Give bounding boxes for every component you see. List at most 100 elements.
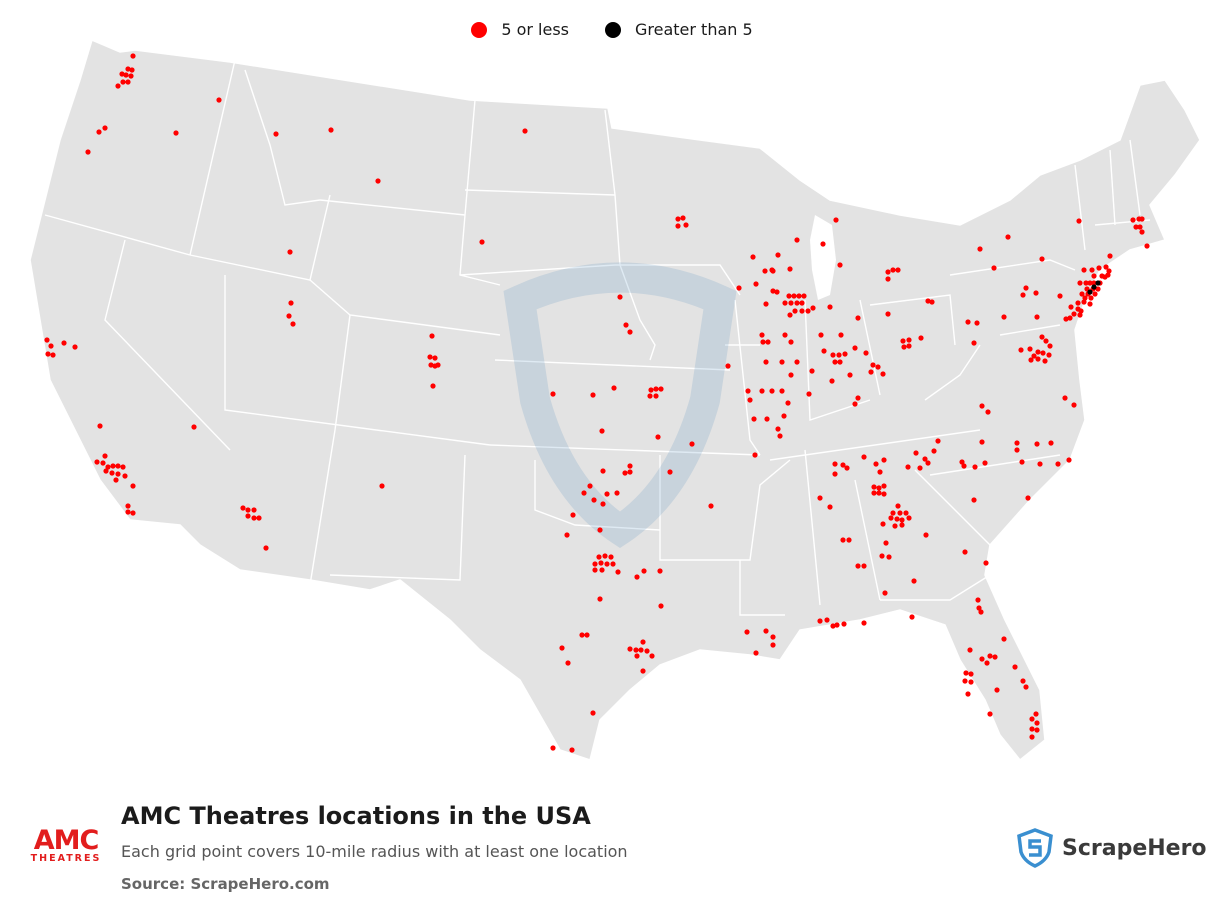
legend-item-5-or-less: 5 or less [471,20,569,39]
location-dot-5-or-less [968,679,974,685]
location-dot-5-or-less [96,129,102,135]
location-dot-5-or-less [600,501,606,507]
location-dot-5-or-less [1136,216,1142,222]
location-dot-5-or-less [935,438,941,444]
location-dot-5-or-less [791,293,797,299]
location-dot-5-or-less [641,568,647,574]
location-dot-5-or-less [959,459,965,465]
location-dot-5-or-less [617,294,623,300]
location-dot-5-or-less [794,300,800,306]
legend-red-dot-icon [471,21,488,38]
location-dot-5-or-less [1029,716,1035,722]
location-dot-5-or-less [1081,267,1087,273]
map-legend: 5 or less Greater than 5 [0,20,1224,39]
location-dot-5-or-less [1020,292,1026,298]
location-dot-5-or-less [627,329,633,335]
location-dot-5-or-less [627,469,633,475]
location-dot-5-or-less [885,311,891,317]
location-dot-5-or-less [836,352,842,358]
location-dot-5-or-less [675,223,681,229]
location-dot-5-or-less [427,354,433,360]
location-dot-5-or-less [597,596,603,602]
location-dot-5-or-less [764,416,770,422]
location-dot-5-or-less [892,523,898,529]
location-dot-5-or-less [611,385,617,391]
location-dot-5-or-less [824,617,830,623]
location-dot-5-or-less [745,388,751,394]
location-dot-5-or-less [840,537,846,543]
location-dot-5-or-less [753,281,759,287]
location-dot-5-or-less [1087,301,1093,307]
location-dot-5-or-less [968,671,974,677]
location-dot-5-or-less [1087,280,1093,286]
legend-label: 5 or less [501,20,569,39]
location-dot-5-or-less [899,517,905,523]
location-dot-5-or-less [103,468,109,474]
location-dot-5-or-less [809,368,815,374]
location-dot-5-or-less [962,678,968,684]
location-dot-5-or-less [638,647,644,653]
location-dot-5-or-less [1023,285,1029,291]
location-dot-5-or-less [328,127,334,133]
location-dot-5-or-less [753,650,759,656]
location-dot-5-or-less [191,424,197,430]
location-dot-5-or-less [881,491,887,497]
location-dot-5-or-less [1001,314,1007,320]
usa-landmass [29,38,1201,762]
location-dot-5-or-less [834,622,840,628]
location-dot-5-or-less [885,269,891,275]
location-dot-5-or-less [599,567,605,573]
location-dot-5-or-less [886,554,892,560]
location-dot-5-or-less [744,629,750,635]
location-dot-5-or-less [788,300,794,306]
location-dot-greater-than-5 [1087,289,1093,295]
page-title: AMC Theatres locations in the USA [121,802,591,830]
amc-logo-word: AMC [33,825,100,856]
location-dot-5-or-less [787,312,793,318]
location-dot-5-or-less [905,464,911,470]
location-dot-5-or-less [974,320,980,326]
location-dot-5-or-less [901,344,907,350]
location-dot-5-or-less [1095,286,1101,292]
location-dot-5-or-less [648,387,654,393]
location-dot-5-or-less [1034,314,1040,320]
location-dot-5-or-less [655,434,661,440]
location-dot-5-or-less [747,397,753,403]
location-dot-5-or-less [770,642,776,648]
location-dot-5-or-less [1088,295,1094,301]
location-dot-5-or-less [94,459,100,465]
location-dot-5-or-less [765,339,771,345]
location-dot-5-or-less [801,293,807,299]
location-dot-5-or-less [1033,711,1039,717]
location-dot-5-or-less [931,448,937,454]
location-dot-5-or-less [120,464,126,470]
location-dot-5-or-less [286,313,292,319]
location-dot-5-or-less [1019,459,1025,465]
location-dot-5-or-less [125,503,131,509]
location-dot-5-or-less [644,648,650,654]
location-dot-5-or-less [1083,280,1089,286]
location-dot-5-or-less [550,391,556,397]
location-dot-5-or-less [1018,347,1024,353]
location-dot-5-or-less [130,53,136,59]
location-dot-5-or-less [736,285,742,291]
location-dot-5-or-less [984,660,990,666]
location-dot-5-or-less [123,72,129,78]
location-dot-5-or-less [971,340,977,346]
location-dot-5-or-less [1062,395,1068,401]
location-dot-5-or-less [1137,224,1143,230]
location-dot-5-or-less [1034,720,1040,726]
location-dot-5-or-less [782,332,788,338]
location-dot-5-or-less [590,392,596,398]
location-dot-5-or-less [375,178,381,184]
location-dot-5-or-less [1037,461,1043,467]
location-dot-5-or-less [871,490,877,496]
location-dot-5-or-less [752,452,758,458]
location-dot-5-or-less [903,510,909,516]
location-dot-5-or-less [1082,295,1088,301]
location-dot-5-or-less [597,527,603,533]
location-dot-5-or-less [873,461,879,467]
lake-michigan [810,215,836,300]
location-dot-5-or-less [604,491,610,497]
location-dot-5-or-less [658,386,664,392]
